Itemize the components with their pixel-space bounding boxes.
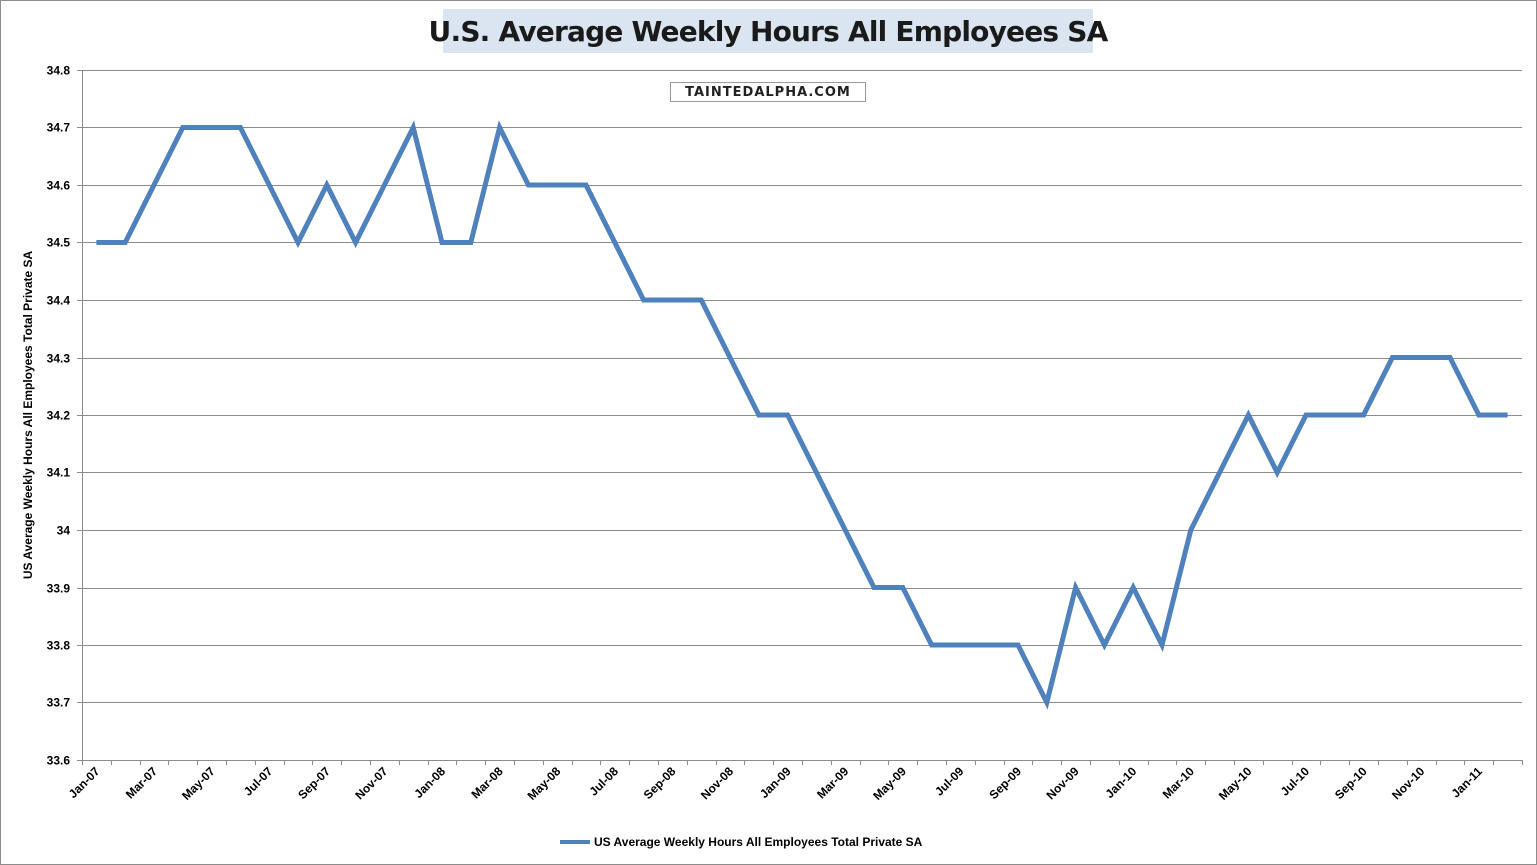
- y-tick-label: 34.8: [47, 64, 71, 78]
- x-tick-label: Jan-09: [757, 764, 794, 801]
- watermark-text: TAINTEDALPHA.COM: [685, 84, 851, 100]
- y-axis-ticks: 33.6 33.7 33.8 33.9 34 34.1 34.2 34.3 34.4 34.5 34…: [47, 64, 82, 768]
- x-tick-label: May-09: [870, 764, 909, 803]
- x-tick-label: Nov-07: [352, 764, 390, 802]
- series-layer: [96, 120, 1508, 710]
- y-tick-label: 34.3: [47, 352, 71, 366]
- watermark-logo: TAINTEDALPHA.COM: [670, 82, 866, 102]
- series-line: [96, 120, 1508, 710]
- x-axis-ticks: Jan-07 Mar-07 May-07 Jul-07 Sep-07 Nov-07 Jan-…: [66, 760, 1523, 803]
- y-tick-label: 34.6: [47, 179, 71, 193]
- y-tick-label: 33.7: [47, 696, 71, 710]
- x-tick-label: Mar-08: [468, 764, 505, 801]
- x-tick-label: Mar-09: [814, 764, 851, 801]
- x-tick-label: Mar-07: [123, 764, 160, 801]
- x-tick-label: Jan-07: [66, 764, 103, 801]
- y-tick-label: 34: [57, 524, 71, 538]
- x-tick-label: Jul-09: [932, 764, 967, 799]
- legend-label: US Average Weekly Hours All Employees To…: [594, 835, 923, 849]
- x-tick-label: Jan-08: [411, 764, 448, 801]
- y-tick-label: 34.7: [47, 121, 71, 135]
- y-tick-label: 34.1: [47, 466, 71, 480]
- x-tick-label: May-08: [525, 764, 564, 803]
- y-axis-label: US Average Weekly Hours All Employees To…: [21, 250, 35, 580]
- x-tick-label: Jul-07: [241, 764, 276, 799]
- chart-title-box: U.S. Average Weekly Hours All Employees …: [429, 9, 1108, 53]
- x-tick-label: Sep-07: [295, 764, 333, 802]
- x-tick-label: Jan-11: [1449, 764, 1486, 801]
- x-tick-label: Jan-10: [1103, 764, 1140, 801]
- x-tick-label: Nov-08: [698, 764, 736, 802]
- y-tick-label: 34.5: [47, 236, 71, 250]
- x-tick-label: May-10: [1216, 764, 1255, 803]
- chart-title: U.S. Average Weekly Hours All Employees …: [428, 14, 1109, 48]
- legend: US Average Weekly Hours All Employees To…: [560, 834, 922, 850]
- y-tick-label: 34.2: [47, 409, 71, 423]
- y-tick-label: 33.9: [47, 582, 71, 596]
- x-tick-label: Mar-10: [1160, 764, 1197, 801]
- x-tick-label: Sep-08: [641, 764, 679, 802]
- x-tick-label: Jul-08: [586, 764, 621, 799]
- y-tick-label: 33.6: [47, 754, 71, 768]
- x-tick-label: May-07: [179, 764, 218, 803]
- x-tick-label: Nov-09: [1044, 764, 1082, 802]
- x-tick-label: Jul-10: [1278, 764, 1313, 799]
- x-tick-label: Sep-10: [1332, 764, 1370, 802]
- y-tick-label: 34.4: [47, 294, 71, 308]
- x-tick-label: Nov-10: [1389, 764, 1427, 802]
- x-tick-label: Sep-09: [986, 764, 1024, 802]
- y-tick-label: 33.8: [47, 639, 71, 653]
- legend-swatch: [560, 840, 590, 844]
- gridlines: [82, 70, 1522, 703]
